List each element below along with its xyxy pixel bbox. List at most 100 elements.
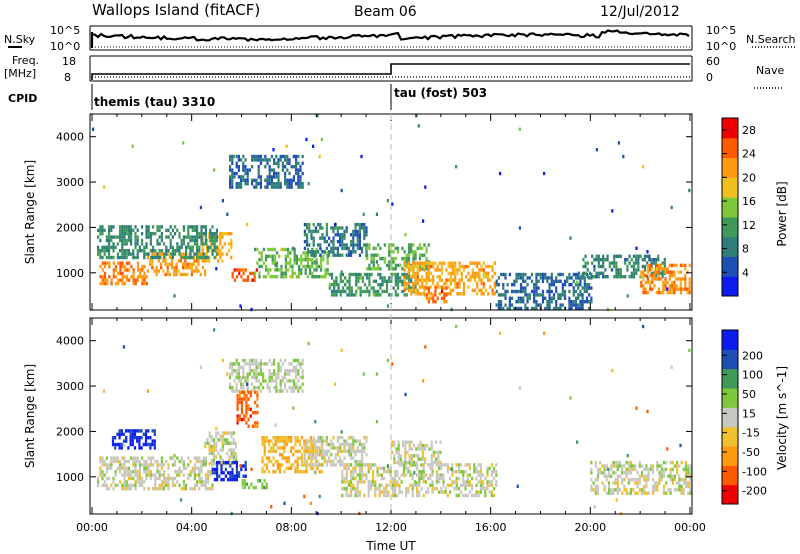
velocity-data-cell xyxy=(253,358,256,363)
velocity-data-cell xyxy=(229,362,232,366)
velocity-data-cell xyxy=(421,454,424,458)
power-data-cell xyxy=(314,260,317,264)
velocity-data-cell xyxy=(325,439,328,443)
power-data-cell xyxy=(272,148,275,152)
power-data-cell xyxy=(211,235,214,239)
power-data-cell xyxy=(456,271,459,276)
power-data-cell xyxy=(119,271,122,276)
power-data-cell xyxy=(253,178,256,182)
velocity-data-cell xyxy=(689,484,692,489)
power-data-cell xyxy=(599,271,603,275)
power-data-cell xyxy=(204,272,207,277)
power-data-cell xyxy=(539,293,542,297)
power-data-cell xyxy=(145,252,148,256)
power-data-cell xyxy=(299,165,302,169)
velocity-data-cell xyxy=(138,442,141,447)
velocity-data-cell xyxy=(279,358,282,363)
power-data-cell xyxy=(160,235,163,239)
power-data-cell xyxy=(370,286,373,290)
power-data-cell xyxy=(438,261,441,265)
velocity-data-cell xyxy=(358,442,361,447)
velocity-data-cell xyxy=(279,463,282,467)
velocity-data-cell xyxy=(427,463,430,467)
velocity-data-cell xyxy=(296,470,299,474)
power-data-cell xyxy=(207,255,210,260)
velocity-data-cell xyxy=(132,459,135,464)
power-data-cell xyxy=(555,303,558,307)
power-data-cell xyxy=(363,229,366,234)
velocity-data-cell xyxy=(273,386,276,390)
power-data-cell xyxy=(657,263,660,268)
velocity-data-cell xyxy=(129,442,132,447)
velocity-data-cell xyxy=(610,474,613,478)
velocity-data-cell xyxy=(235,474,238,478)
velocity-data-cell xyxy=(446,466,449,470)
velocity-data-cell xyxy=(240,400,244,405)
velocity-data-cell xyxy=(396,493,399,498)
velocity-data-cell xyxy=(216,464,219,468)
power-data-cell xyxy=(260,251,263,255)
velocity-data-cell xyxy=(372,476,375,481)
velocity-data-cell xyxy=(365,463,368,467)
velocity-data-cell xyxy=(343,466,346,470)
power-data-cell xyxy=(465,275,468,279)
power-data-cell xyxy=(110,278,113,282)
power-data-cell xyxy=(343,243,346,247)
velocity-data-cell xyxy=(673,477,677,482)
power-data-cell xyxy=(673,287,676,291)
velocity-data-cell xyxy=(281,375,284,380)
power-data-cell xyxy=(169,242,172,246)
velocity-data-cell xyxy=(222,477,225,482)
power-data-cell xyxy=(359,276,362,280)
velocity-data-cell xyxy=(416,463,419,467)
velocity-data-cell xyxy=(475,476,478,481)
power-data-cell xyxy=(664,270,667,274)
velocity-data-cell xyxy=(236,421,239,425)
velocity-data-cell xyxy=(121,473,124,477)
power-data-cell xyxy=(619,254,622,258)
power-data-cell xyxy=(264,165,267,169)
power-data-cell xyxy=(624,275,627,279)
power-data-cell xyxy=(127,225,130,229)
velocity-data-cell xyxy=(292,446,295,450)
velocity-data-cell xyxy=(383,487,386,491)
velocity-data-cell xyxy=(363,449,366,453)
power-data-cell xyxy=(365,250,368,254)
velocity-data-cell xyxy=(479,483,482,487)
velocity-data-cell xyxy=(393,457,396,461)
power-data-cell xyxy=(339,279,342,283)
velocity-data-cell xyxy=(204,476,207,481)
velocity-data-cell xyxy=(308,463,311,467)
velocity-data-cell xyxy=(240,379,243,383)
velocity-data-cell xyxy=(374,487,377,491)
power-data-cell xyxy=(544,276,547,280)
power-data-cell xyxy=(522,276,525,280)
power-data-cell xyxy=(407,243,411,247)
velocity-data-cell xyxy=(385,470,388,474)
velocity-data-cell xyxy=(255,379,258,383)
velocity-data-cell xyxy=(153,429,156,433)
power-data-cell xyxy=(361,289,364,294)
power-data-cell xyxy=(585,300,589,304)
velocity-data-cell xyxy=(130,483,133,487)
velocity-data-cell xyxy=(420,463,423,467)
power-data-cell xyxy=(339,272,342,277)
velocity-data-cell xyxy=(402,463,405,467)
power-data-cell xyxy=(297,168,300,172)
power-data-cell xyxy=(145,228,148,232)
velocity-data-cell xyxy=(234,458,238,462)
power-data-cell xyxy=(436,264,439,269)
power-data-cell xyxy=(588,293,591,297)
power-data-cell xyxy=(134,238,137,243)
power-data-cell xyxy=(471,271,474,276)
velocity-data-cell xyxy=(240,411,244,415)
velocity-data-cell xyxy=(259,358,262,363)
velocity-data-cell xyxy=(406,460,409,465)
power-data-cell xyxy=(343,229,346,234)
power-data-cell xyxy=(117,271,120,276)
power-data-cell xyxy=(462,288,466,293)
power-data-cell xyxy=(219,232,222,236)
velocity-data-cell xyxy=(660,477,663,482)
power-data-cell xyxy=(418,246,422,251)
power-data-cell xyxy=(284,275,287,279)
